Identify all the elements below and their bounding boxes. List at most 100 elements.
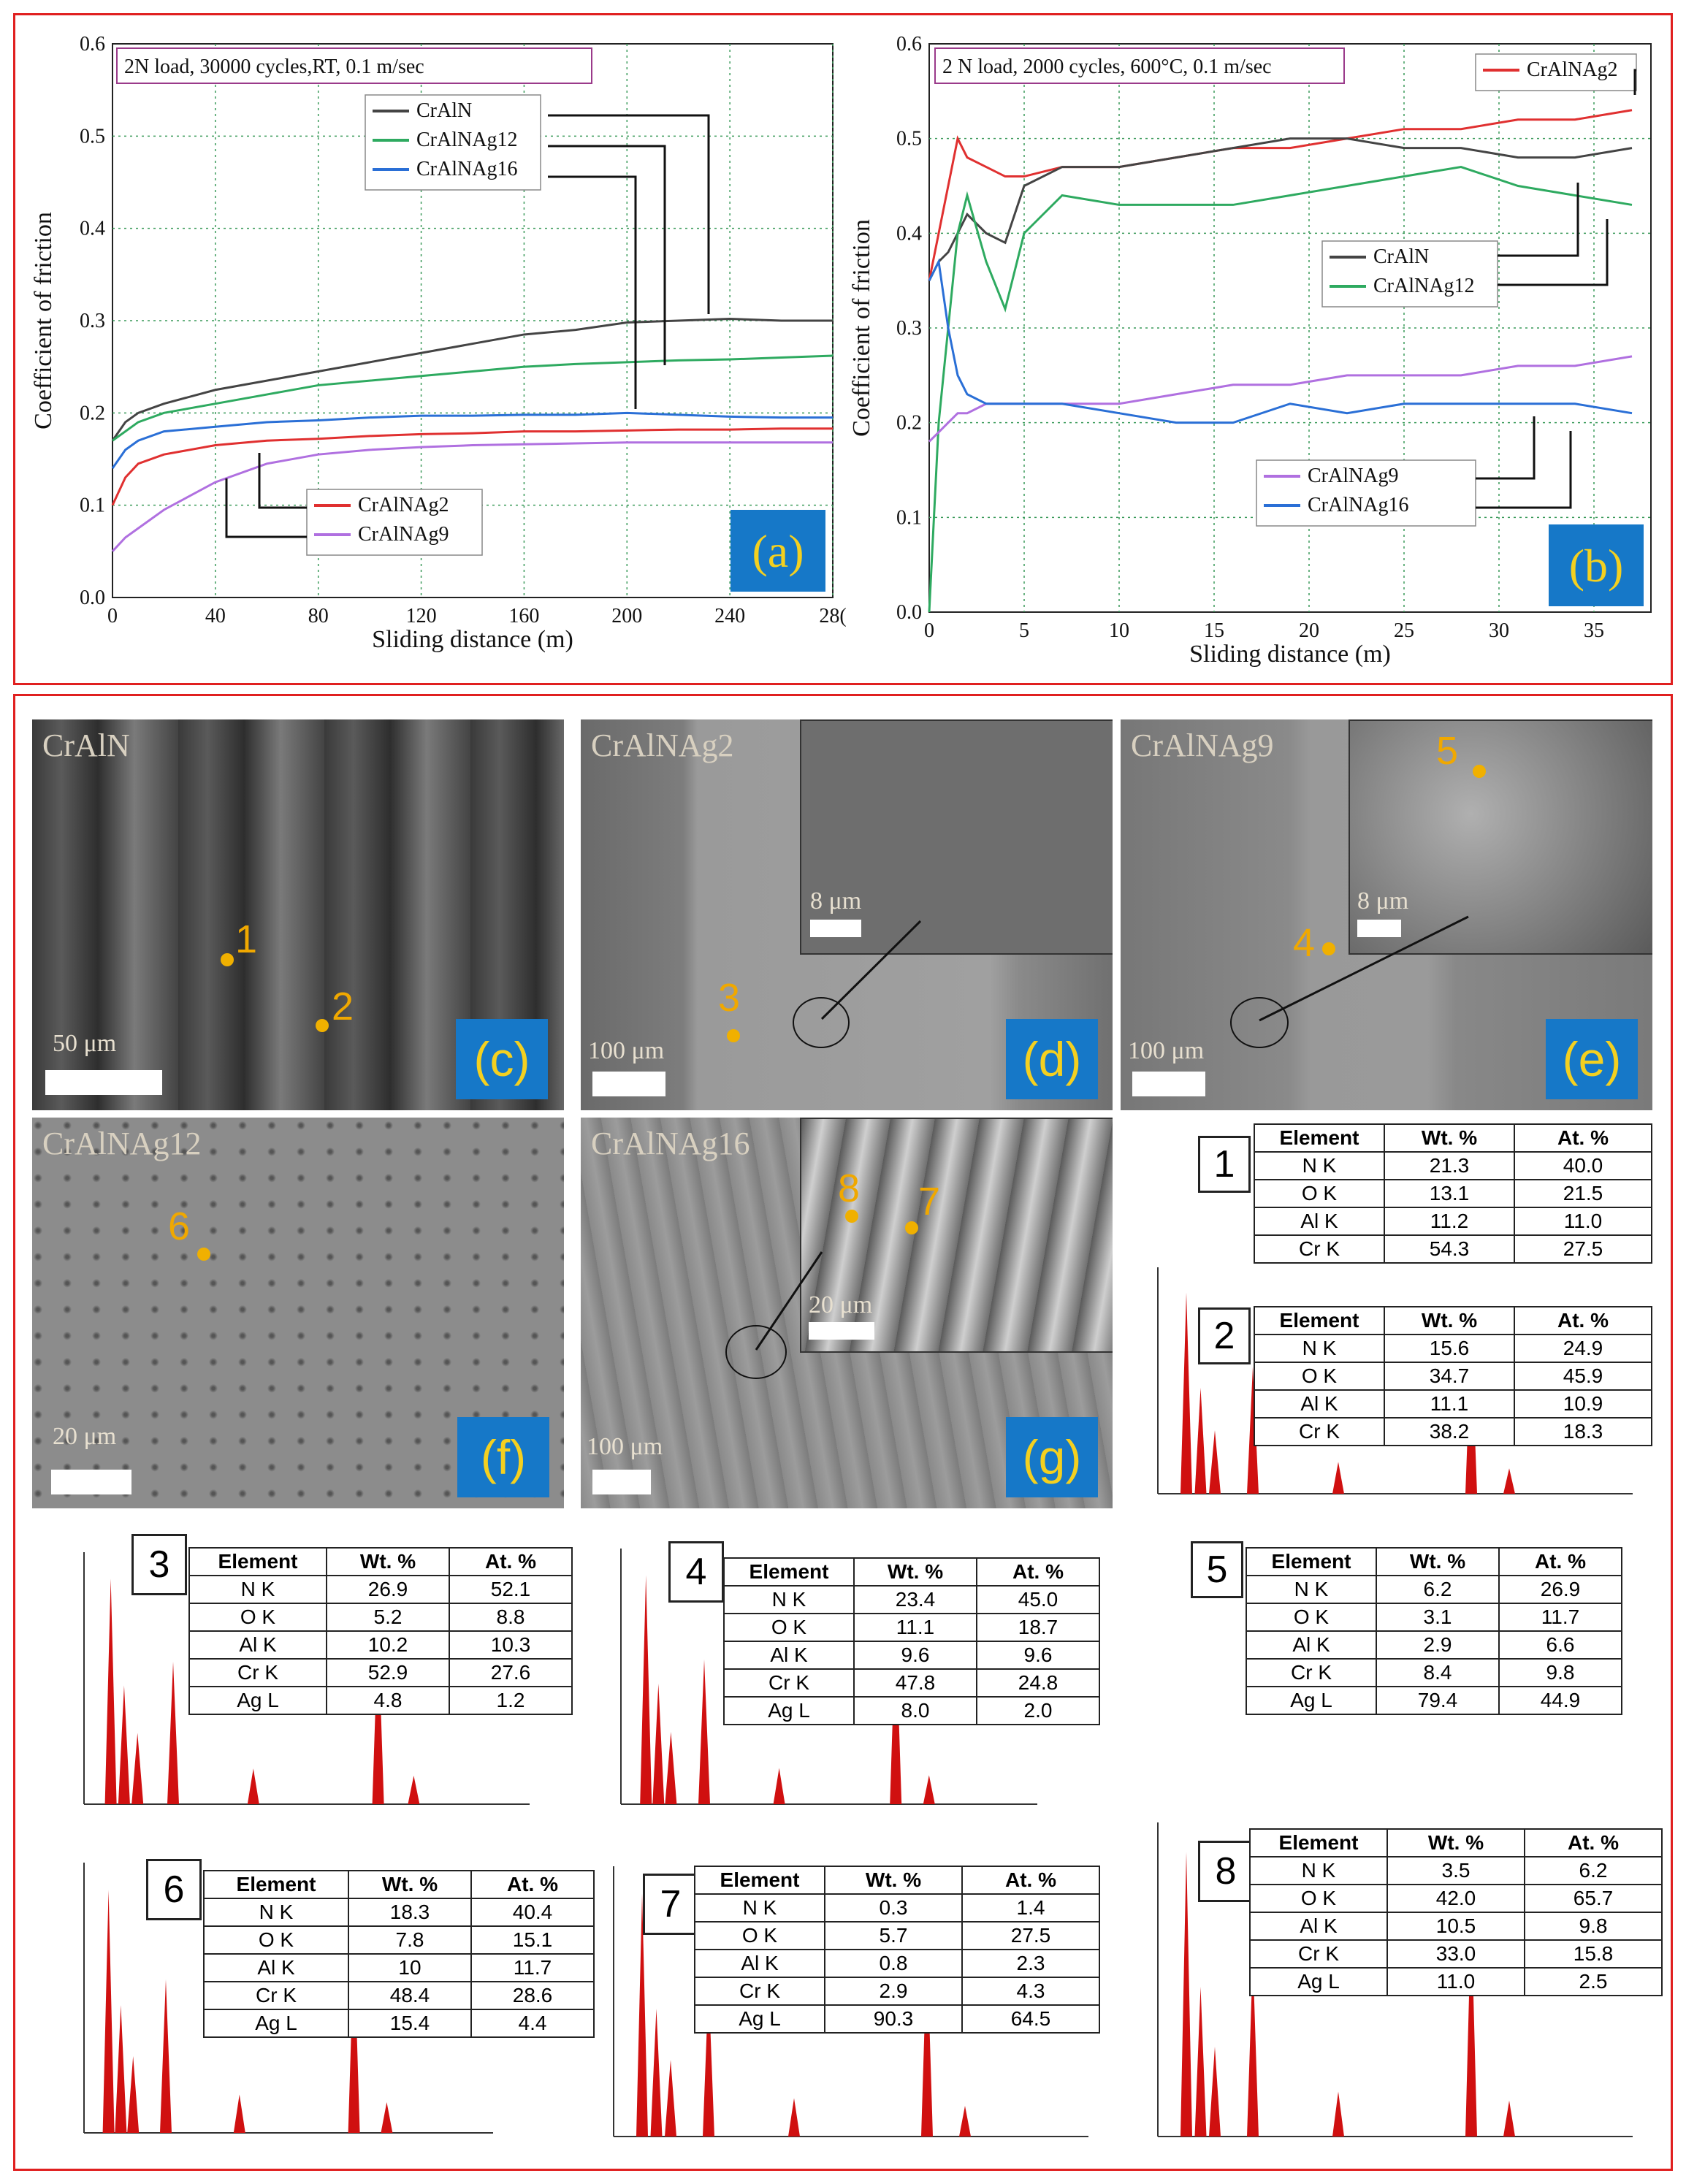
- eds-row: O K 5.7 27.5: [694, 1921, 1100, 1950]
- eds-table: Element Wt. % At. % N K 18.3 40.4 O K 7.8 15.1 Al…: [203, 1870, 595, 2038]
- y-tick-label: 0.4: [80, 218, 105, 240]
- eds-table: Element Wt. % At. % N K 21.3 40.0 O K 13.1 21.5 A…: [1254, 1123, 1652, 1264]
- spectrum-peak: [115, 2005, 127, 2133]
- spectrum-peak: [636, 1893, 648, 2137]
- eds-cell: 15.6: [1384, 1334, 1515, 1363]
- pointer-arrow: [1498, 219, 1609, 286]
- legend-box: CrAlNAg9 CrAlNAg16: [1256, 459, 1476, 527]
- eds-row: O K 7.8 15.1: [203, 1925, 595, 1955]
- eds-cell: 2.0: [976, 1696, 1100, 1725]
- eds-row: Al K 10.5 9.8: [1249, 1912, 1663, 1941]
- x-tick-label: 28(: [819, 605, 846, 627]
- sem-label: CrAlN: [42, 728, 130, 763]
- y-tick-label: 0.4: [896, 222, 922, 245]
- eds-header: At. %: [1514, 1123, 1652, 1153]
- eds-header: Wt. %: [853, 1557, 977, 1587]
- scale-label: 100 μm: [588, 1037, 665, 1064]
- eds-row: Ag L 4.8 1.2: [188, 1686, 573, 1715]
- zoom-arrow: [1259, 915, 1469, 1022]
- spectrum-peak: [1209, 2047, 1221, 2137]
- eds-cell: 9.8: [1524, 1912, 1663, 1941]
- eds-cell: 11.7: [470, 1953, 595, 1982]
- eds-cell: 23.4: [853, 1585, 977, 1614]
- eds-row: O K 3.1 11.7: [1246, 1603, 1622, 1632]
- zoom-circle: [725, 1325, 787, 1379]
- eds-cell: 0.3: [824, 1893, 963, 1923]
- eds-cell: 24.9: [1514, 1334, 1652, 1363]
- eds-cell: Cr K: [694, 1977, 825, 2006]
- eds-row: O K 13.1 21.5: [1254, 1179, 1652, 1208]
- spectrum-peak: [921, 1944, 933, 2137]
- eds-cell: 40.0: [1514, 1151, 1652, 1180]
- eds-cell: 33.0: [1386, 1939, 1525, 1969]
- y-tick-label: 0.2: [896, 412, 922, 435]
- spectrum-peak: [372, 1626, 384, 1804]
- scale-label: 8 μm: [810, 887, 862, 915]
- spectrum-peak: [102, 1890, 115, 2133]
- eds-cell: 13.1: [1384, 1179, 1515, 1208]
- spectrum-peak: [247, 1768, 259, 1804]
- legend-box: CrAlN CrAlNAg12: [1321, 240, 1498, 308]
- spectrum-peak: [1332, 1462, 1344, 1494]
- eds-cell: 65.7: [1524, 1884, 1663, 1913]
- zoom-arrow: [755, 1251, 823, 1351]
- y-axis-label: Coefficient of friction: [30, 212, 57, 429]
- eds-table: Element Wt. % At. % N K 0.3 1.4 O K 5.7 27.5 Al K…: [694, 1866, 1100, 2034]
- chart-title: 2 N load, 2000 cycles, 600°C, 0.1 m/sec: [934, 47, 1345, 84]
- svg-text:2 N load, 2000 cycles, 600°C,: 2 N load, 2000 cycles, 600°C, 0.1 m/sec: [942, 56, 1272, 78]
- pointer-arrow: [1476, 431, 1572, 509]
- scale-label: 8 μm: [1357, 887, 1409, 915]
- sem-panel-f: CrAlNAg12 6 20 μm (f): [32, 1118, 564, 1508]
- eds-row: N K 6.2 26.9: [1246, 1575, 1622, 1604]
- eds-cell: Cr K: [1246, 1658, 1377, 1687]
- eds-header: At. %: [976, 1557, 1100, 1587]
- x-tick-label: 25: [1394, 619, 1414, 642]
- eds-cell: O K: [1246, 1603, 1377, 1632]
- spot-marker: [905, 1221, 918, 1234]
- y-axis-label: Coefficient of friction: [848, 219, 875, 437]
- eds-cell: N K: [203, 1898, 349, 1927]
- x-axis-label: Sliding distance (m): [372, 626, 573, 653]
- eds-cell: 18.3: [348, 1898, 472, 1927]
- legend-label: CrAlNAg16: [1308, 494, 1408, 516]
- spectrum-peak: [703, 1983, 714, 2137]
- eds-spectrum: [83, 1552, 530, 1805]
- eds-cell: 24.8: [976, 1668, 1100, 1698]
- eds-row: N K 3.5 6.2: [1249, 1856, 1663, 1885]
- eds-row: Cr K 52.9 27.6: [188, 1658, 573, 1687]
- spectrum-peak: [1180, 1852, 1192, 2137]
- eds-cell: 38.2: [1384, 1417, 1515, 1446]
- eds-cell: 21.3: [1384, 1151, 1515, 1180]
- eds-cell: 10.5: [1386, 1912, 1525, 1941]
- scale-bar: [1357, 920, 1401, 937]
- eds-row: Al K 10.2 10.3: [188, 1630, 573, 1660]
- panel-tag: (g): [1006, 1417, 1098, 1497]
- y-tick-label: 0.1: [80, 495, 105, 517]
- zoom-arrow: [820, 920, 922, 1020]
- eds-cell: 27.5: [1514, 1234, 1652, 1264]
- scale-bar: [51, 1470, 131, 1494]
- spot-marker: [221, 953, 234, 966]
- eds-spot-number: 1: [1198, 1136, 1251, 1193]
- legend-label: CrAlNAg2: [358, 494, 449, 516]
- plot-area: [928, 43, 1652, 613]
- eds-row: Cr K 2.9 4.3: [694, 1977, 1100, 2006]
- eds-cell: N K: [1254, 1151, 1385, 1180]
- eds-cell: Al K: [188, 1630, 327, 1660]
- x-tick-label: 30: [1489, 619, 1509, 642]
- eds-cell: 8.0: [853, 1696, 977, 1725]
- scale-bar: [592, 1470, 651, 1494]
- eds-header: Wt. %: [824, 1866, 963, 1895]
- eds-header: Element: [1254, 1306, 1385, 1335]
- panel-tag: (b): [1549, 524, 1644, 606]
- spectrum-peak: [1247, 1367, 1259, 1494]
- eds-cell: 6.2: [1524, 1856, 1663, 1885]
- eds-cell: O K: [723, 1613, 855, 1642]
- eds-cell: 4.3: [961, 1977, 1100, 2006]
- x-tick-label: 40: [205, 605, 226, 627]
- spot-number: 5: [1436, 729, 1459, 773]
- series-line: [928, 258, 1633, 424]
- spot-number: 7: [918, 1180, 941, 1223]
- pointer-arrow: [225, 478, 307, 538]
- eds-cell: 79.4: [1376, 1686, 1500, 1715]
